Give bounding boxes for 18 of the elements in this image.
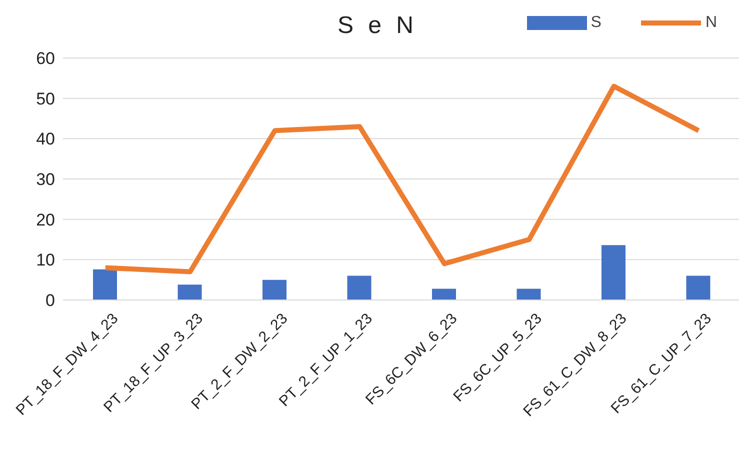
bar (602, 245, 626, 300)
y-tick-label: 40 (36, 130, 55, 149)
y-tick-label: 0 (46, 291, 55, 310)
bar (262, 280, 286, 300)
bar (93, 269, 117, 300)
bar (432, 288, 456, 300)
y-tick-label: 20 (36, 210, 55, 230)
y-tick-label: 30 (36, 170, 55, 190)
bar (516, 288, 541, 300)
bar (178, 284, 202, 300)
legend-label: S (590, 14, 602, 32)
y-tick-label: 50 (36, 89, 55, 108)
y-tick-label: 10 (36, 250, 55, 270)
bar (686, 276, 710, 300)
chart-title: S e N (337, 12, 418, 39)
y-tick-label: 60 (36, 49, 55, 68)
legend-label: N (704, 14, 717, 32)
bar (347, 276, 372, 300)
